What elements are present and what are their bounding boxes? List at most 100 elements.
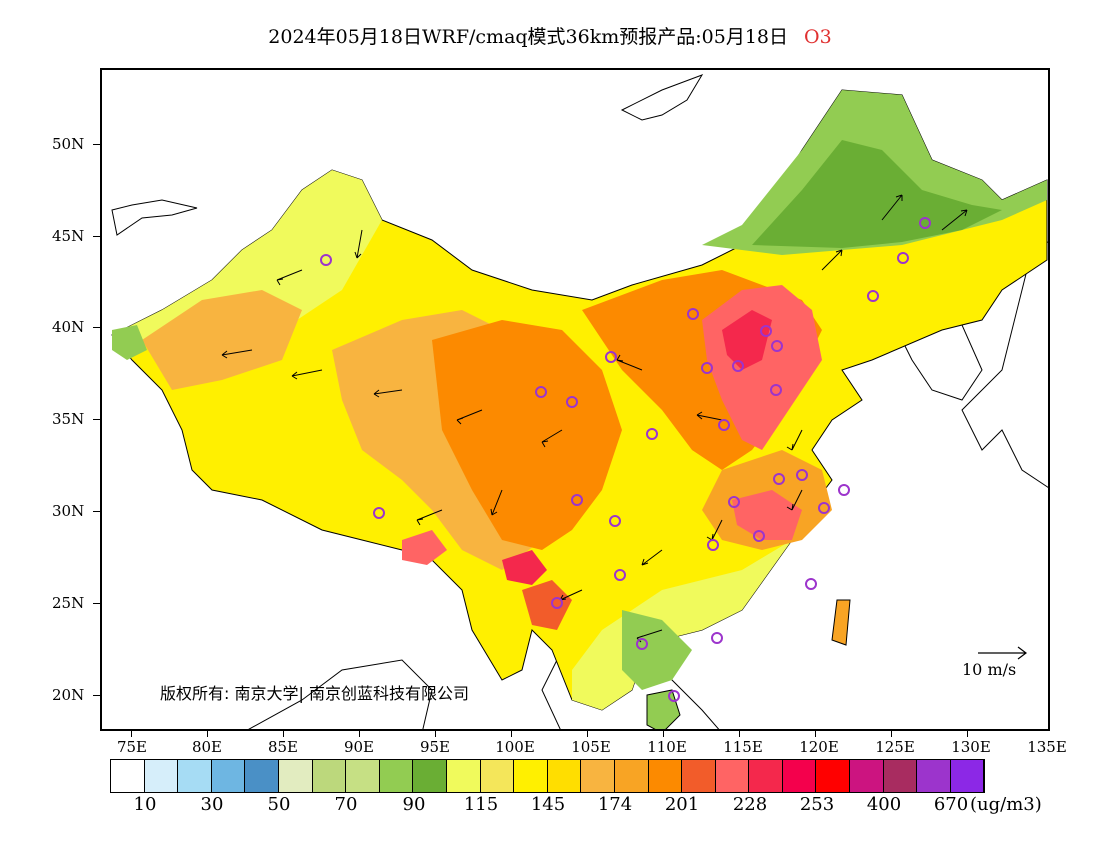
colorbar [110,759,986,793]
lon-label-105e: 105E [571,738,611,756]
colorbar-swatch [950,760,985,792]
colorbar-label: 145 [530,794,566,815]
city-marker [687,308,699,320]
colorbar-swatch [715,760,750,792]
pollutant-label: O3 [804,26,832,48]
lat-label-40n: 40N [52,318,85,336]
city-marker [718,419,730,431]
wind-reference-arrow [978,646,1027,660]
lat-tick [93,695,100,696]
city-marker [805,578,817,590]
colorbar-unit: (ug/m3) [970,794,1042,815]
colorbar-swatch [850,760,884,792]
city-marker [867,290,879,302]
city-marker [320,254,332,266]
lat-tick [93,144,100,145]
lon-label-135e: 135E [1027,738,1067,756]
lon-tick [435,731,436,737]
lon-label-125e: 125E [875,738,915,756]
city-marker [919,217,931,229]
colorbar-swatch [379,760,414,792]
wind-arrow [786,489,803,511]
lon-label-80e: 80E [191,738,223,756]
colorbar-swatch [648,760,683,792]
lon-tick [131,731,132,737]
wind-arrow [416,509,443,526]
lat-tick [93,236,100,237]
city-marker [605,351,617,363]
wind-arrow [291,369,323,380]
colorbar-label: 228 [732,794,768,815]
colorbar-label: 10 [133,794,157,815]
hainan-island [646,689,681,729]
lon-tick [739,731,740,737]
zone-orange-west [142,290,302,390]
colorbar-label: 253 [799,794,835,815]
title-text: 2024年05月18日WRF/cmaq模式36km预报产品:05月18日 [268,26,789,48]
wind-arrow [881,194,903,221]
lon-label-100e: 100E [495,738,535,756]
zone-red-core [722,310,772,370]
lon-tick [207,731,208,737]
wind-arrow [373,389,403,398]
colorbar-swatch [446,760,481,792]
lon-tick [359,731,360,737]
wind-arrow [641,549,663,566]
city-marker [753,530,765,542]
wind-arrow [490,489,503,516]
lat-tick [93,419,100,420]
city-markers [320,217,931,702]
city-marker [771,340,783,352]
map-frame [100,68,1050,731]
lat-label-45n: 45N [52,227,85,245]
city-marker [838,484,850,496]
city-marker [535,386,547,398]
lon-label-95e: 95E [419,738,451,756]
colorbar-swatch [883,760,918,792]
lat-tick [93,327,100,328]
city-marker [770,384,782,396]
colorbar-swatch [547,760,582,792]
city-marker [760,325,772,337]
colorbar-swatch [917,760,951,792]
wind-arrow [941,209,968,231]
colorbar-swatch [346,760,380,792]
colorbar-label: 50 [267,794,291,815]
lon-label-130e: 130E [951,738,991,756]
wind-arrow [541,429,563,448]
colorbar-label: 670 [933,794,969,815]
colorbar-swatch [514,760,548,792]
city-marker [571,494,583,506]
city-marker [609,515,621,527]
city-marker [711,632,723,644]
lat-label-50n: 50N [52,135,85,153]
lon-tick [587,731,588,737]
city-marker [551,597,563,609]
wind-arrow [221,349,253,359]
colorbar-swatch [413,760,447,792]
lat-label-20n: 20N [52,686,85,704]
lon-label-110e: 110E [647,738,687,756]
city-marker [646,428,658,440]
lat-tick [93,603,100,604]
zone-green-northeast-dark [752,140,1002,248]
wind-arrow [696,411,723,421]
wind-arrow [616,354,643,371]
colorbar-label: 201 [664,794,700,815]
colorbar-swatch [614,760,649,792]
colorbar-swatch [111,760,145,792]
wind-arrow [354,229,363,259]
ozone-map [111,74,1048,729]
lon-tick [511,731,512,737]
taiwan-island [831,599,851,646]
colorbar-label: 174 [597,794,633,815]
colorbar-label: 90 [402,794,426,815]
lake-outline [620,74,704,121]
city-marker [728,496,740,508]
city-marker [373,507,385,519]
colorbar-swatch [245,760,279,792]
zone-red-sichuan [502,550,547,585]
wind-arrow [821,249,843,271]
japan-outline [961,241,1048,488]
lon-tick [283,731,284,737]
